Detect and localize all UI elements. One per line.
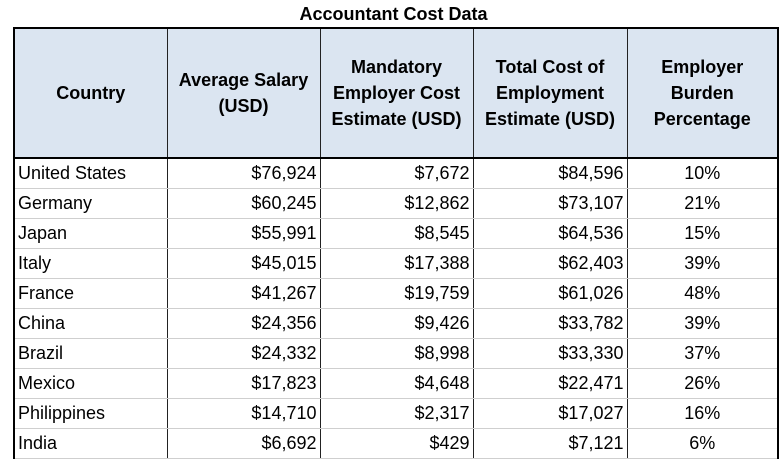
header-line: Mandatory [350,57,442,77]
cell-mandatory-cost: $2,317 [319,398,474,429]
cell-total-cost: $62,403 [472,248,628,279]
header-employer-burden: Employer Burden Percentage [626,27,779,159]
cell-average-salary: $55,991 [166,218,321,249]
cell-burden-percentage: 48% [626,278,779,309]
cell-burden-percentage: 16% [626,398,779,429]
cell-country: United States [13,157,168,189]
cell-average-salary: $24,332 [166,338,321,369]
table-row: Mexico $17,823 $4,648 $22,471 26% [13,368,779,399]
cell-average-salary: $45,015 [166,248,321,279]
cell-country: Germany [13,188,168,219]
cell-total-cost: $33,330 [472,338,628,369]
table-row: China $24,356 $9,426 $33,782 39% [13,308,779,339]
cell-country: China [13,308,168,339]
cell-total-cost: $33,782 [472,308,628,339]
cell-average-salary: $60,245 [166,188,321,219]
table-row: France $41,267 $19,759 $61,026 48% [13,278,779,309]
cell-burden-percentage: 39% [626,248,779,279]
cell-country: Philippines [13,398,168,429]
cell-burden-percentage: 21% [626,188,779,219]
table-row: Brazil $24,332 $8,998 $33,330 37% [13,338,779,369]
table-row: Japan $55,991 $8,545 $64,536 15% [13,218,779,249]
cell-total-cost: $84,596 [472,157,628,189]
cell-average-salary: $17,823 [166,368,321,399]
cell-total-cost: $22,471 [472,368,628,399]
cell-mandatory-cost: $7,672 [319,157,474,189]
header-line: Employer Cost [332,83,461,103]
cell-total-cost: $61,026 [472,278,628,309]
header-total-cost: Total Cost of Employment Estimate (USD) [472,27,628,159]
header-line: Employer [661,57,744,77]
header-line: Average Salary [178,70,309,90]
table-row: India $6,692 $429 $7,121 6% [13,428,779,459]
header-line: Estimate (USD) [484,109,616,129]
header-line: Burden [670,83,734,103]
cell-country: India [13,428,168,459]
table-row: Philippines $14,710 $2,317 $17,027 16% [13,398,779,429]
cell-mandatory-cost: $429 [319,428,474,459]
cell-mandatory-cost: $8,998 [319,338,474,369]
cell-total-cost: $17,027 [472,398,628,429]
cell-burden-percentage: 10% [626,157,779,189]
cell-mandatory-cost: $8,545 [319,218,474,249]
cell-average-salary: $76,924 [166,157,321,189]
header-mandatory-employer-cost: Mandatory Employer Cost Estimate (USD) [319,27,474,159]
header-line: Percentage [653,109,751,129]
table-body: United States $76,924 $7,672 $84,596 10% Germ… [13,157,779,459]
header-line: Employment [495,83,605,103]
cell-burden-percentage: 26% [626,368,779,399]
cell-average-salary: $41,267 [166,278,321,309]
cell-mandatory-cost: $12,862 [319,188,474,219]
cell-total-cost: $73,107 [472,188,628,219]
cell-mandatory-cost: $9,426 [319,308,474,339]
cell-total-cost: $7,121 [472,428,628,459]
cell-country: France [13,278,168,309]
table-row: Germany $60,245 $12,862 $73,107 21% [13,188,779,219]
cell-burden-percentage: 15% [626,218,779,249]
header-line: (USD) [218,96,269,116]
table-title: Accountant Cost Data [299,4,488,24]
cost-table: Country Average Salary (USD) Mandatory Emplo… [13,27,779,459]
cell-country: Brazil [13,338,168,369]
cell-total-cost: $64,536 [472,218,628,249]
table-row: United States $76,924 $7,672 $84,596 10% [13,157,779,189]
header-country: Country [13,27,168,159]
cell-country: Mexico [13,368,168,399]
cell-burden-percentage: 6% [626,428,779,459]
header-line: Estimate (USD) [331,109,462,129]
cell-country: Italy [13,248,168,279]
cell-mandatory-cost: $19,759 [319,278,474,309]
cell-average-salary: $24,356 [166,308,321,339]
header-average-salary: Average Salary (USD) [166,27,321,159]
cell-mandatory-cost: $4,648 [319,368,474,399]
table-row: Italy $45,015 $17,388 $62,403 39% [13,248,779,279]
cell-burden-percentage: 39% [626,308,779,339]
cell-average-salary: $6,692 [166,428,321,459]
cell-average-salary: $14,710 [166,398,321,429]
cell-mandatory-cost: $17,388 [319,248,474,279]
header-line: Total Cost of [495,57,605,77]
header-line: Country [56,83,126,103]
cell-burden-percentage: 37% [626,338,779,369]
header-row: Country Average Salary (USD) Mandatory Emplo… [13,27,779,159]
cell-country: Japan [13,218,168,249]
